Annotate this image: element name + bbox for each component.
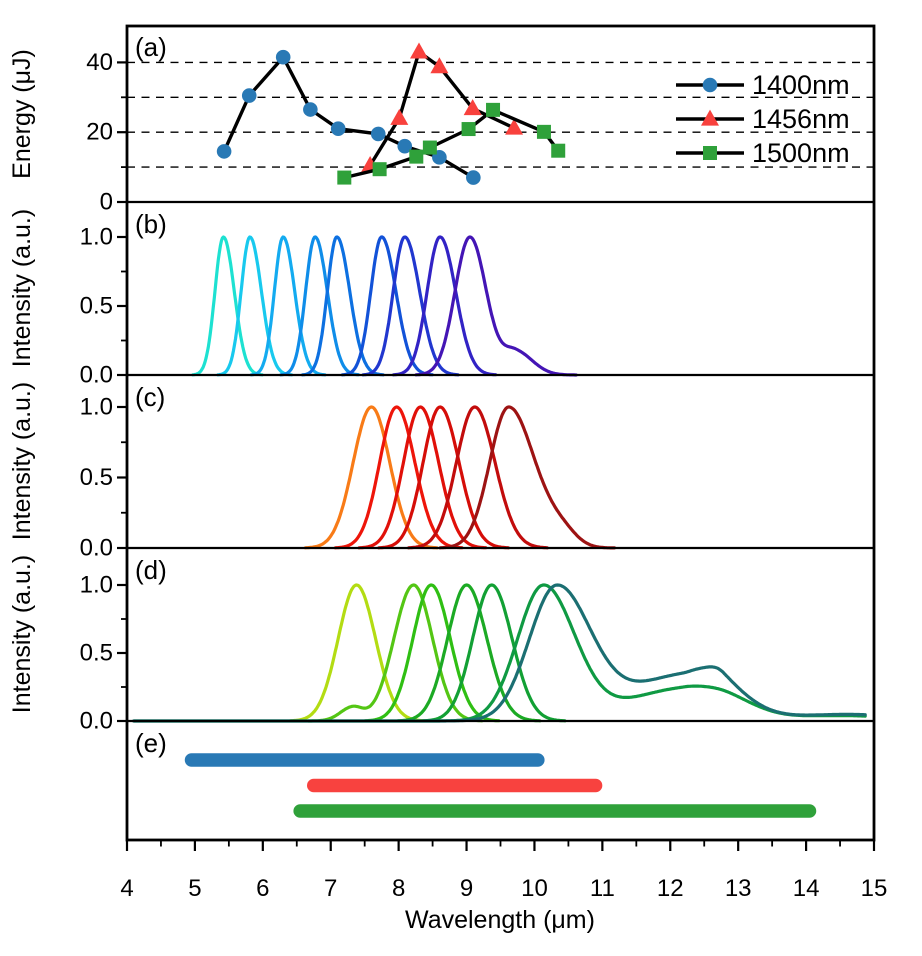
spectrum-curve: [301, 235, 385, 377]
y-tick-label: 0.5: [80, 640, 113, 667]
x-tick-label: 12: [657, 875, 684, 902]
spectrum-curve: [361, 235, 460, 377]
series-1500nm: [337, 102, 566, 185]
marker-circle: [330, 121, 346, 137]
spectrum-curve: [279, 235, 360, 377]
y-tick-label: 0: [100, 189, 113, 216]
series-1456nm: [361, 42, 524, 172]
x-tick-label: 9: [460, 875, 473, 902]
spectrum-curve: [340, 235, 434, 377]
marker-square: [551, 143, 566, 158]
panel-c-curves: [303, 405, 616, 550]
y-axis-title-intensity-d: Intensity (a.u.): [8, 555, 36, 713]
y-tick-label: 1.0: [80, 394, 113, 421]
spectrum-curve: [407, 405, 549, 550]
legend-item-1456nm: 1456nm: [676, 104, 850, 134]
marker-square: [372, 162, 387, 177]
legend: 1400nm 1456nm 1500nm: [676, 70, 850, 168]
legend-label: 1500nm: [752, 138, 850, 168]
marker-triangle: [410, 42, 429, 59]
spectrum-curve: [414, 235, 578, 377]
marker-circle: [466, 170, 481, 185]
y-axis-title-intensity-c: Intensity (a.u.): [8, 382, 36, 540]
panel-b-curves: [191, 235, 578, 377]
y-tick-label: 1.0: [80, 572, 113, 599]
marker-circle: [702, 77, 718, 93]
marker-triangle: [463, 99, 482, 116]
marker-square: [486, 102, 501, 117]
marker-circle: [303, 102, 318, 117]
marker-square: [536, 124, 551, 139]
x-tick-label: 13: [725, 875, 752, 902]
x-tick-label: 10: [521, 875, 548, 902]
spectrum-curve: [333, 405, 464, 550]
y-tick-label: 0.0: [80, 535, 113, 562]
x-axis-title: Wavelength (μm): [405, 906, 595, 934]
y-axis-title-intensity-b: Intensity (a.u.): [8, 209, 36, 367]
x-tick-label: 5: [188, 875, 201, 902]
y-tick-label: 0.5: [80, 293, 113, 320]
marker-circle: [397, 138, 413, 154]
marker-triangle: [505, 118, 524, 135]
x-tick-label: 8: [392, 875, 405, 902]
marker-circle: [241, 88, 257, 103]
panel-label-c: (c): [135, 382, 165, 412]
x-tick-label: 14: [793, 875, 820, 902]
legend-label: 1400nm: [752, 70, 850, 100]
data-series-layer: [132, 42, 867, 818]
marker-triangle: [430, 57, 449, 74]
x-tick-label: 7: [324, 875, 337, 902]
y-tick-label: 0.5: [80, 464, 113, 491]
spectrum-curve: [377, 405, 510, 550]
spectrum-curve: [396, 583, 542, 723]
x-tick-label: 15: [861, 875, 888, 902]
x-tick-label: 6: [256, 875, 269, 902]
marker-triangle: [390, 108, 409, 125]
spectrum-curve: [216, 235, 294, 377]
marker-square: [422, 140, 437, 155]
y-tick-label: 1.0: [80, 224, 113, 251]
spectrum-curve: [438, 405, 616, 550]
legend-item-1500nm: 1500nm: [676, 138, 850, 168]
y-tick-label: 20: [86, 119, 113, 146]
panel-label-a: (a): [135, 32, 167, 62]
legend-item-1400nm: 1400nm: [676, 70, 850, 100]
y-tick-label: 40: [86, 49, 113, 76]
marker-square: [409, 149, 424, 164]
marker-square: [703, 146, 717, 160]
panel-label-e: (e): [135, 728, 167, 758]
x-tick-label: 11: [590, 875, 615, 902]
spectrum-curve: [288, 583, 427, 723]
y-tick-label: 0.0: [80, 362, 113, 389]
legend-label: 1456nm: [752, 104, 850, 134]
x-tick-label: 4: [120, 875, 133, 902]
panel-label-d: (d): [135, 555, 167, 585]
spectrum-curve: [363, 583, 501, 723]
static-text-layer: Wavelength (μm) Energy (μJ) Intensity (a…: [8, 32, 595, 934]
panel-label-b: (b): [135, 209, 167, 239]
spectrum-curve: [421, 583, 567, 723]
y-axis-title-energy: Energy (μJ): [8, 49, 36, 179]
marker-circle: [275, 49, 291, 65]
marker-square: [461, 122, 476, 137]
marker-circle: [370, 126, 386, 142]
marker-triangle: [701, 109, 719, 126]
spectrum-curve: [132, 583, 867, 723]
spectrum-curve: [303, 405, 439, 550]
ticks-layer: 4 5 6 7 8 9 10 11 12 13 14 15 0 20 40 0.0 0.5 1.0 0.0 0.5 1.…: [80, 49, 888, 902]
marker-circle: [216, 144, 232, 159]
y-tick-label: 0.0: [80, 708, 113, 735]
marker-square: [337, 170, 352, 185]
spectrum-curve: [191, 235, 264, 377]
panel-d-curves: [132, 583, 867, 723]
spectrum-curve: [392, 235, 498, 377]
